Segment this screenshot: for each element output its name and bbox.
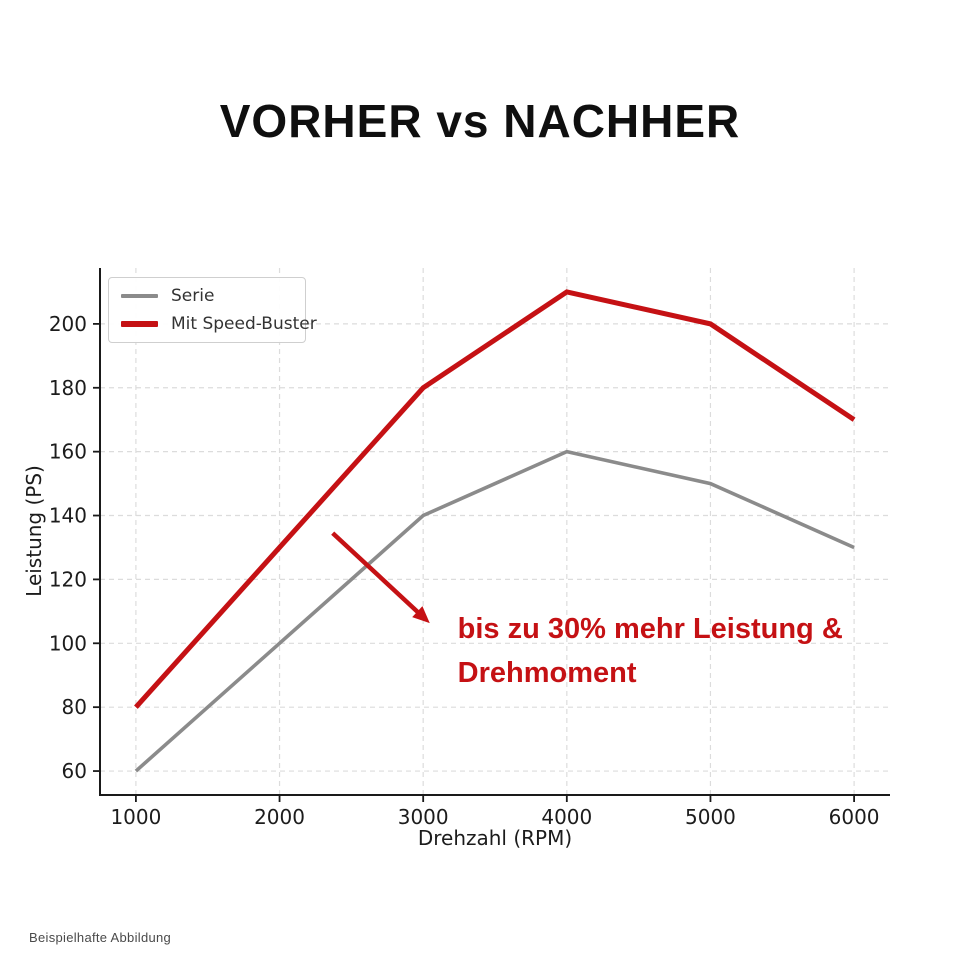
speed-buster-line-swatch bbox=[121, 321, 158, 327]
legend-label-speed-buster: Mit Speed-Buster bbox=[171, 314, 317, 334]
y-axis-label: Leistung (PS) bbox=[22, 465, 46, 597]
legend-label-serie: Serie bbox=[171, 286, 215, 306]
page-title: VORHER vs NACHHER bbox=[219, 95, 741, 147]
annotation-line2: Drehmoment bbox=[457, 656, 637, 689]
series-line-mit-speed-buster bbox=[134, 289, 856, 709]
y-tick-label: 100 bbox=[49, 631, 87, 655]
chart-legend: Serie Mit Speed-Buster bbox=[108, 277, 317, 343]
y-tick-label: 120 bbox=[49, 567, 87, 591]
x-axis-label: Drehzahl (RPM) bbox=[418, 826, 572, 850]
y-tick-label: 200 bbox=[49, 312, 87, 336]
annotation-arrow-head bbox=[412, 606, 430, 624]
y-tick-label: 180 bbox=[49, 376, 87, 400]
x-tick-label: 3000 bbox=[398, 805, 449, 829]
annotation-arrow bbox=[331, 531, 430, 624]
legend-item-speed-buster: Mit Speed-Buster bbox=[121, 314, 317, 334]
x-tick-label: 6000 bbox=[829, 805, 880, 829]
y-tick-label: 160 bbox=[49, 440, 87, 464]
x-tick-label: 5000 bbox=[685, 805, 736, 829]
axes: 1000 2000 3000 4000 5000 6000 60 80 100 120 140 160… bbox=[49, 268, 890, 829]
legend-item-serie: Serie bbox=[121, 286, 293, 306]
annotation-arrow-line bbox=[331, 531, 421, 615]
y-tick-label: 60 bbox=[62, 759, 87, 783]
footer-note: Beispielhafte Abbildung bbox=[29, 930, 172, 945]
annotation-line1: bis zu 30% mehr Leistung & bbox=[457, 612, 843, 645]
y-tick-label: 80 bbox=[62, 695, 87, 719]
annotation-text: bis zu 30% mehr Leistung & Drehmoment bbox=[458, 607, 843, 695]
y-tick-label: 140 bbox=[49, 504, 87, 528]
serie-line-swatch bbox=[121, 294, 158, 298]
gridlines bbox=[100, 268, 890, 795]
x-tick-label: 2000 bbox=[254, 805, 305, 829]
x-tick-label: 1000 bbox=[110, 805, 161, 829]
series-line-serie bbox=[134, 449, 855, 773]
x-tick-label: 4000 bbox=[541, 805, 592, 829]
series-lines bbox=[134, 289, 856, 773]
